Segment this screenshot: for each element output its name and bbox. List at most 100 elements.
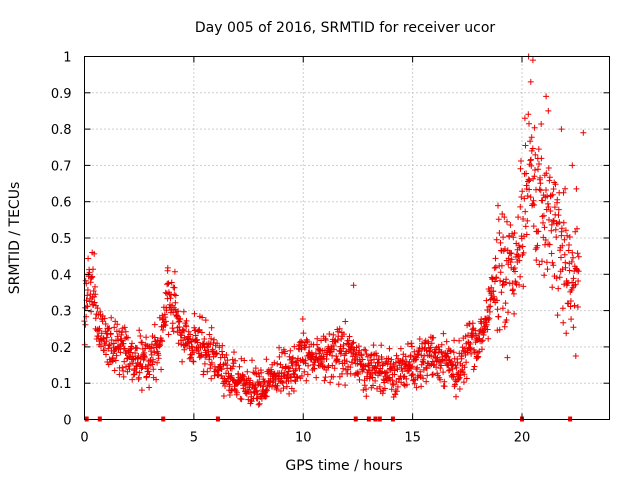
data-point	[342, 318, 349, 325]
data-point	[136, 327, 143, 334]
data-point	[255, 401, 262, 408]
y-tick-label: 0.7	[51, 159, 72, 174]
data-point	[181, 346, 188, 353]
data-point	[108, 314, 115, 321]
data-point	[490, 288, 497, 295]
data-point	[244, 368, 251, 375]
data-point	[501, 323, 508, 330]
data-point	[362, 347, 369, 354]
data-point	[164, 267, 171, 274]
data-point	[522, 142, 529, 149]
data-point	[90, 288, 97, 294]
data-point	[570, 275, 577, 282]
y-axis-label: SRMTID / TECUs	[7, 182, 23, 295]
data-point	[407, 352, 414, 359]
data-point	[91, 299, 98, 306]
data-point	[171, 268, 178, 275]
data-point	[122, 328, 129, 335]
data-point	[108, 337, 115, 343]
data-point	[445, 353, 452, 360]
data-point	[456, 337, 463, 344]
data-point	[430, 334, 437, 341]
data-point	[181, 327, 187, 334]
data-point	[295, 362, 302, 369]
data-point	[528, 162, 535, 169]
data-point	[416, 336, 423, 342]
data-point	[350, 339, 357, 346]
data-point	[90, 266, 96, 273]
data-point	[435, 343, 442, 350]
data-point	[487, 303, 494, 310]
data-point	[414, 364, 421, 371]
data-point	[280, 385, 287, 392]
data-point	[363, 393, 370, 400]
data-point	[480, 332, 487, 338]
data-point	[548, 221, 555, 228]
y-tick-label: 0.6	[51, 196, 72, 211]
data-point	[172, 299, 179, 306]
data-point	[362, 363, 369, 370]
data-point	[382, 370, 389, 376]
data-point	[290, 388, 297, 394]
data-point	[171, 284, 178, 291]
data-point	[242, 390, 249, 397]
data-point	[521, 195, 528, 202]
data-point	[155, 355, 162, 362]
data-point	[103, 334, 110, 341]
data-point	[159, 327, 166, 333]
data-point	[555, 212, 562, 219]
data-point	[386, 345, 393, 352]
data-point	[134, 345, 141, 352]
data-point	[202, 317, 209, 324]
data-point	[540, 219, 546, 226]
data-point	[502, 300, 509, 307]
data-point	[497, 239, 504, 246]
data-point	[88, 274, 95, 281]
data-point	[455, 375, 462, 382]
data-point	[559, 305, 566, 312]
data-point	[545, 107, 552, 114]
data-point	[495, 202, 501, 209]
data-point	[138, 365, 145, 372]
data-point	[369, 370, 375, 377]
data-point	[523, 231, 530, 238]
data-point	[427, 344, 434, 351]
data-point	[263, 356, 270, 363]
data-point	[492, 255, 499, 262]
data-point	[84, 292, 91, 299]
data-point	[537, 174, 544, 181]
data-point	[360, 387, 367, 393]
data-point	[408, 343, 415, 350]
data-point	[285, 368, 292, 375]
data-point	[312, 350, 319, 357]
data-point	[336, 358, 343, 365]
data-point	[116, 371, 123, 378]
data-point	[535, 228, 542, 235]
data-point	[323, 356, 330, 362]
data-point	[101, 347, 108, 354]
data-point	[359, 356, 366, 363]
x-tick-label: 0	[80, 431, 88, 446]
data-point	[331, 365, 338, 372]
data-point	[429, 371, 436, 378]
data-point	[522, 223, 529, 230]
data-point	[511, 310, 518, 317]
data-point	[504, 354, 511, 361]
data-point	[208, 335, 215, 342]
data-point	[511, 230, 518, 236]
data-point	[121, 324, 128, 331]
data-point	[466, 320, 473, 327]
data-point	[526, 186, 533, 193]
data-point	[339, 370, 345, 377]
data-point	[294, 358, 300, 365]
data-point	[393, 352, 400, 359]
data-point	[388, 356, 395, 363]
data-point	[469, 333, 476, 340]
data-point	[561, 236, 568, 243]
data-point	[500, 234, 507, 241]
data-point	[498, 289, 505, 296]
data-point	[526, 120, 532, 127]
data-point	[150, 366, 157, 373]
data-point	[517, 273, 524, 280]
data-point	[515, 252, 522, 259]
